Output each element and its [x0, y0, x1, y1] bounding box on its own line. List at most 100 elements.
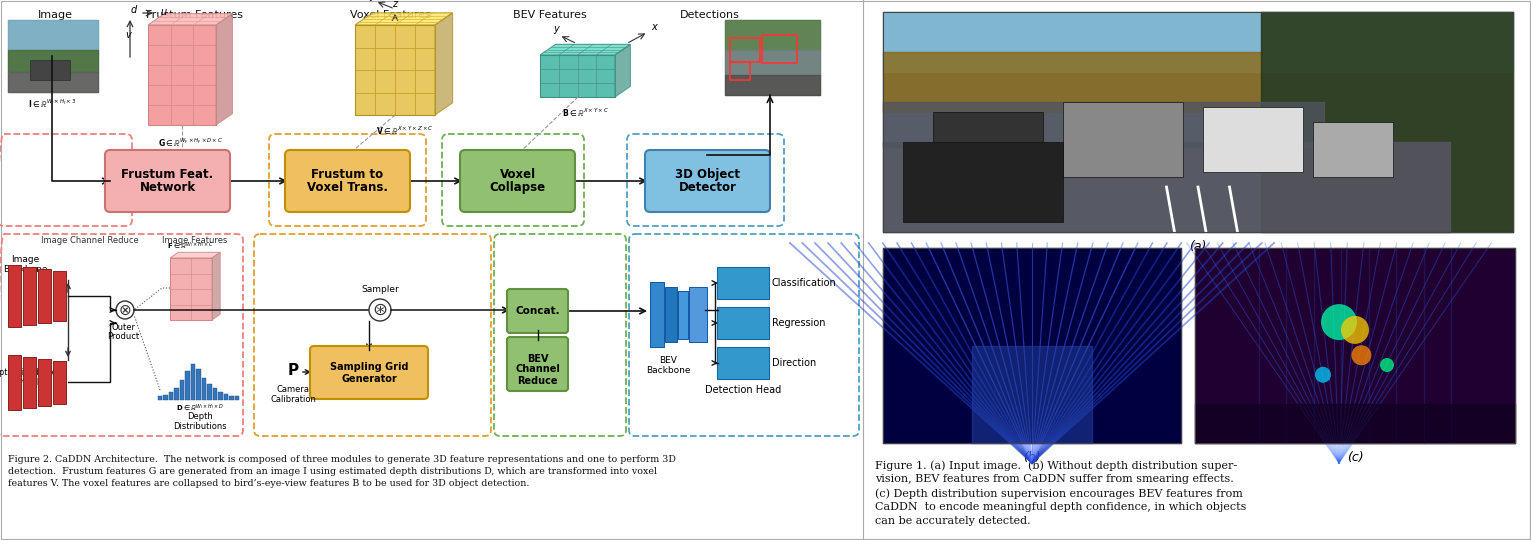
Polygon shape [615, 44, 631, 97]
FancyBboxPatch shape [645, 150, 770, 212]
Text: Sampler: Sampler [361, 285, 400, 294]
FancyBboxPatch shape [8, 20, 98, 92]
Text: $\mathbf{D} \in \mathbb{R}^{W_I\times H_I\times D}$: $\mathbf{D} \in \mathbb{R}^{W_I\times H_… [176, 403, 224, 414]
Text: $\mathbf{V} \in \mathbb{R}^{X\times Y\times Z\times C}$: $\mathbf{V} \in \mathbb{R}^{X\times Y\ti… [377, 125, 433, 137]
FancyBboxPatch shape [106, 150, 230, 212]
FancyBboxPatch shape [168, 392, 173, 400]
Text: Direction: Direction [772, 358, 816, 368]
FancyBboxPatch shape [23, 267, 37, 325]
FancyBboxPatch shape [903, 142, 1063, 222]
Circle shape [116, 301, 135, 319]
FancyBboxPatch shape [196, 368, 201, 400]
Text: y: y [369, 0, 375, 1]
Text: Regression: Regression [772, 318, 825, 328]
Polygon shape [540, 44, 631, 55]
Text: Network: Network [139, 181, 196, 194]
Circle shape [1352, 345, 1372, 365]
Text: BEV: BEV [527, 354, 548, 364]
Text: Collapse: Collapse [490, 181, 545, 194]
Text: Depth Distribution
Network: Depth Distribution Network [0, 368, 61, 387]
FancyBboxPatch shape [234, 396, 239, 400]
Text: Detections: Detections [680, 10, 739, 20]
FancyBboxPatch shape [8, 355, 21, 410]
Text: Image Features: Image Features [162, 236, 228, 245]
Text: Image Channel Reduce: Image Channel Reduce [41, 236, 139, 245]
Polygon shape [540, 55, 615, 97]
FancyBboxPatch shape [651, 282, 664, 347]
Polygon shape [216, 14, 233, 125]
FancyBboxPatch shape [678, 291, 687, 339]
Text: Detector: Detector [678, 181, 736, 194]
FancyBboxPatch shape [309, 346, 429, 399]
Text: Frustum Feat.: Frustum Feat. [121, 168, 214, 181]
Text: $\mathbf{I} \in \mathbb{R}^{W_I\times H_I\times 3}$: $\mathbf{I} \in \mathbb{R}^{W_I\times H_… [28, 98, 77, 110]
FancyBboxPatch shape [230, 395, 234, 400]
Polygon shape [211, 252, 220, 320]
Text: z: z [392, 0, 398, 9]
Text: $\mathbf{B} \in \mathbb{R}^{X\times Y\times C}$: $\mathbf{B} \in \mathbb{R}^{X\times Y\ti… [562, 107, 609, 119]
Text: Outer: Outer [112, 323, 135, 332]
FancyBboxPatch shape [1314, 122, 1393, 177]
Circle shape [1379, 358, 1395, 372]
FancyBboxPatch shape [207, 384, 211, 400]
Text: Figure 1. (a) Input image.  (b) Without depth distribution super-
vision, BEV fe: Figure 1. (a) Input image. (b) Without d… [876, 460, 1246, 526]
FancyBboxPatch shape [507, 289, 568, 333]
FancyBboxPatch shape [664, 287, 677, 342]
FancyBboxPatch shape [54, 361, 66, 404]
Text: $\mathbf{G} \in \mathbb{R}^{W_F\times H_F\times D\times C}$: $\mathbf{G} \in \mathbb{R}^{W_F\times H_… [158, 137, 224, 150]
Text: Image
Backbone: Image Backbone [3, 255, 47, 274]
Polygon shape [170, 258, 211, 320]
FancyBboxPatch shape [717, 267, 769, 299]
Text: Voxel Trans.: Voxel Trans. [308, 181, 387, 194]
FancyBboxPatch shape [285, 150, 410, 212]
FancyBboxPatch shape [31, 60, 70, 80]
Polygon shape [149, 14, 233, 25]
FancyBboxPatch shape [1203, 107, 1303, 172]
FancyBboxPatch shape [185, 371, 190, 400]
Text: x: x [651, 22, 657, 32]
Text: Sampling Grid: Sampling Grid [329, 361, 409, 372]
Text: Voxel: Voxel [499, 168, 536, 181]
FancyBboxPatch shape [158, 396, 162, 400]
Text: Image: Image [37, 10, 72, 20]
FancyBboxPatch shape [717, 307, 769, 339]
Text: Figure 2. CaDDN Architecture.  The network is composed of three modules to gener: Figure 2. CaDDN Architecture. The networ… [8, 455, 675, 488]
Text: 3D Object: 3D Object [675, 168, 739, 181]
Text: Depth
Distributions: Depth Distributions [173, 412, 227, 431]
Polygon shape [355, 25, 435, 115]
FancyBboxPatch shape [162, 395, 167, 400]
Text: Reduce: Reduce [517, 376, 557, 386]
Text: u: u [161, 7, 167, 17]
Polygon shape [149, 25, 216, 125]
Text: $\mathbf{P}$: $\mathbf{P}$ [286, 362, 299, 378]
Text: Channel: Channel [514, 364, 560, 374]
Text: Detection Head: Detection Head [704, 385, 781, 395]
Text: Concat.: Concat. [516, 306, 560, 316]
Text: Product: Product [107, 332, 139, 341]
FancyBboxPatch shape [175, 388, 179, 400]
Text: y: y [553, 24, 559, 34]
Polygon shape [435, 13, 453, 115]
FancyBboxPatch shape [213, 388, 217, 400]
FancyBboxPatch shape [459, 150, 576, 212]
Text: (b): (b) [1023, 451, 1041, 464]
Text: Frustum to: Frustum to [311, 168, 384, 181]
FancyBboxPatch shape [38, 359, 51, 406]
Text: (a): (a) [1190, 240, 1206, 253]
FancyBboxPatch shape [726, 20, 821, 95]
Polygon shape [170, 252, 220, 258]
Text: d: d [130, 5, 138, 15]
Text: BEV Features: BEV Features [513, 10, 586, 20]
Text: $\mathbf{F} \in \mathbb{R}^{W_I\times H_I\times C}$: $\mathbf{F} \in \mathbb{R}^{W_I\times H_… [167, 241, 214, 252]
Polygon shape [355, 13, 453, 25]
Circle shape [1321, 304, 1356, 340]
Text: (c): (c) [1347, 451, 1363, 464]
Text: BEV
Backbone: BEV Backbone [646, 356, 690, 375]
FancyBboxPatch shape [932, 112, 1043, 182]
Text: Generator: Generator [341, 375, 397, 384]
Circle shape [1341, 316, 1369, 344]
Circle shape [369, 299, 390, 321]
FancyBboxPatch shape [507, 337, 568, 391]
FancyBboxPatch shape [8, 265, 21, 327]
Text: v: v [126, 30, 130, 40]
